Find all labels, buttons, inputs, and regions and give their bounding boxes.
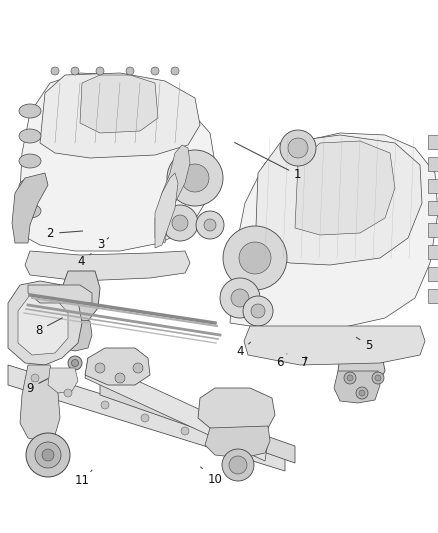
Polygon shape	[25, 251, 190, 281]
Polygon shape	[12, 173, 48, 243]
Circle shape	[71, 67, 79, 75]
Text: 1: 1	[235, 142, 302, 181]
Circle shape	[68, 356, 82, 370]
Text: 8: 8	[35, 318, 62, 337]
Circle shape	[243, 296, 273, 326]
Circle shape	[167, 150, 223, 206]
Circle shape	[26, 433, 70, 477]
Circle shape	[181, 164, 209, 192]
Circle shape	[229, 456, 247, 474]
Polygon shape	[205, 426, 270, 458]
Polygon shape	[80, 75, 158, 133]
Text: 4: 4	[77, 254, 91, 268]
Polygon shape	[155, 145, 190, 243]
Text: 4: 4	[236, 342, 251, 358]
Bar	[428, 201, 438, 215]
Circle shape	[344, 372, 356, 384]
Circle shape	[204, 219, 216, 231]
Circle shape	[95, 363, 105, 373]
Circle shape	[239, 242, 271, 274]
Circle shape	[375, 375, 381, 381]
Ellipse shape	[19, 154, 41, 168]
Circle shape	[288, 138, 308, 158]
Circle shape	[42, 449, 54, 461]
Circle shape	[359, 390, 365, 396]
Polygon shape	[48, 368, 78, 393]
Circle shape	[31, 374, 39, 382]
Circle shape	[151, 67, 159, 75]
Polygon shape	[255, 135, 422, 265]
Polygon shape	[40, 73, 200, 158]
Circle shape	[133, 363, 143, 373]
Polygon shape	[20, 365, 60, 441]
Circle shape	[64, 389, 72, 397]
Text: 10: 10	[201, 467, 222, 486]
Circle shape	[181, 427, 189, 435]
Circle shape	[51, 67, 59, 75]
Text: 2: 2	[46, 227, 83, 240]
Circle shape	[372, 372, 384, 384]
Polygon shape	[155, 173, 178, 248]
Polygon shape	[58, 271, 100, 323]
Circle shape	[347, 375, 353, 381]
Text: 9: 9	[26, 378, 48, 394]
Circle shape	[126, 67, 134, 75]
Polygon shape	[58, 318, 92, 351]
Text: 5: 5	[356, 337, 372, 352]
Polygon shape	[18, 295, 68, 355]
Ellipse shape	[19, 104, 41, 118]
Text: 3: 3	[97, 238, 109, 251]
Polygon shape	[198, 388, 275, 433]
Text: 6: 6	[276, 354, 287, 369]
Bar	[428, 267, 438, 281]
Bar	[428, 135, 438, 149]
Circle shape	[231, 289, 249, 307]
Bar	[428, 157, 438, 171]
Bar	[428, 179, 438, 193]
Text: 7: 7	[300, 356, 308, 369]
Circle shape	[223, 226, 287, 290]
Bar	[428, 245, 438, 259]
Circle shape	[172, 215, 188, 231]
Polygon shape	[100, 378, 295, 463]
Polygon shape	[338, 335, 385, 386]
Ellipse shape	[19, 204, 41, 218]
Polygon shape	[18, 73, 215, 251]
Polygon shape	[8, 281, 82, 365]
Polygon shape	[295, 141, 395, 235]
Polygon shape	[85, 358, 268, 461]
Circle shape	[356, 387, 368, 399]
Circle shape	[71, 359, 78, 367]
Circle shape	[251, 304, 265, 318]
Circle shape	[141, 414, 149, 422]
Circle shape	[162, 205, 198, 241]
Polygon shape	[28, 285, 92, 303]
Text: 11: 11	[75, 470, 92, 487]
Circle shape	[35, 442, 61, 468]
Polygon shape	[8, 365, 285, 471]
Polygon shape	[244, 326, 425, 365]
Circle shape	[222, 449, 254, 481]
Bar	[428, 223, 438, 237]
Bar	[428, 289, 438, 303]
Ellipse shape	[19, 179, 41, 193]
Polygon shape	[85, 348, 150, 385]
Circle shape	[280, 130, 316, 166]
Circle shape	[171, 67, 179, 75]
Circle shape	[220, 278, 260, 318]
Circle shape	[115, 373, 125, 383]
Circle shape	[196, 211, 224, 239]
Polygon shape	[334, 371, 380, 403]
Circle shape	[96, 67, 104, 75]
Polygon shape	[230, 133, 438, 328]
Circle shape	[101, 401, 109, 409]
Ellipse shape	[19, 129, 41, 143]
